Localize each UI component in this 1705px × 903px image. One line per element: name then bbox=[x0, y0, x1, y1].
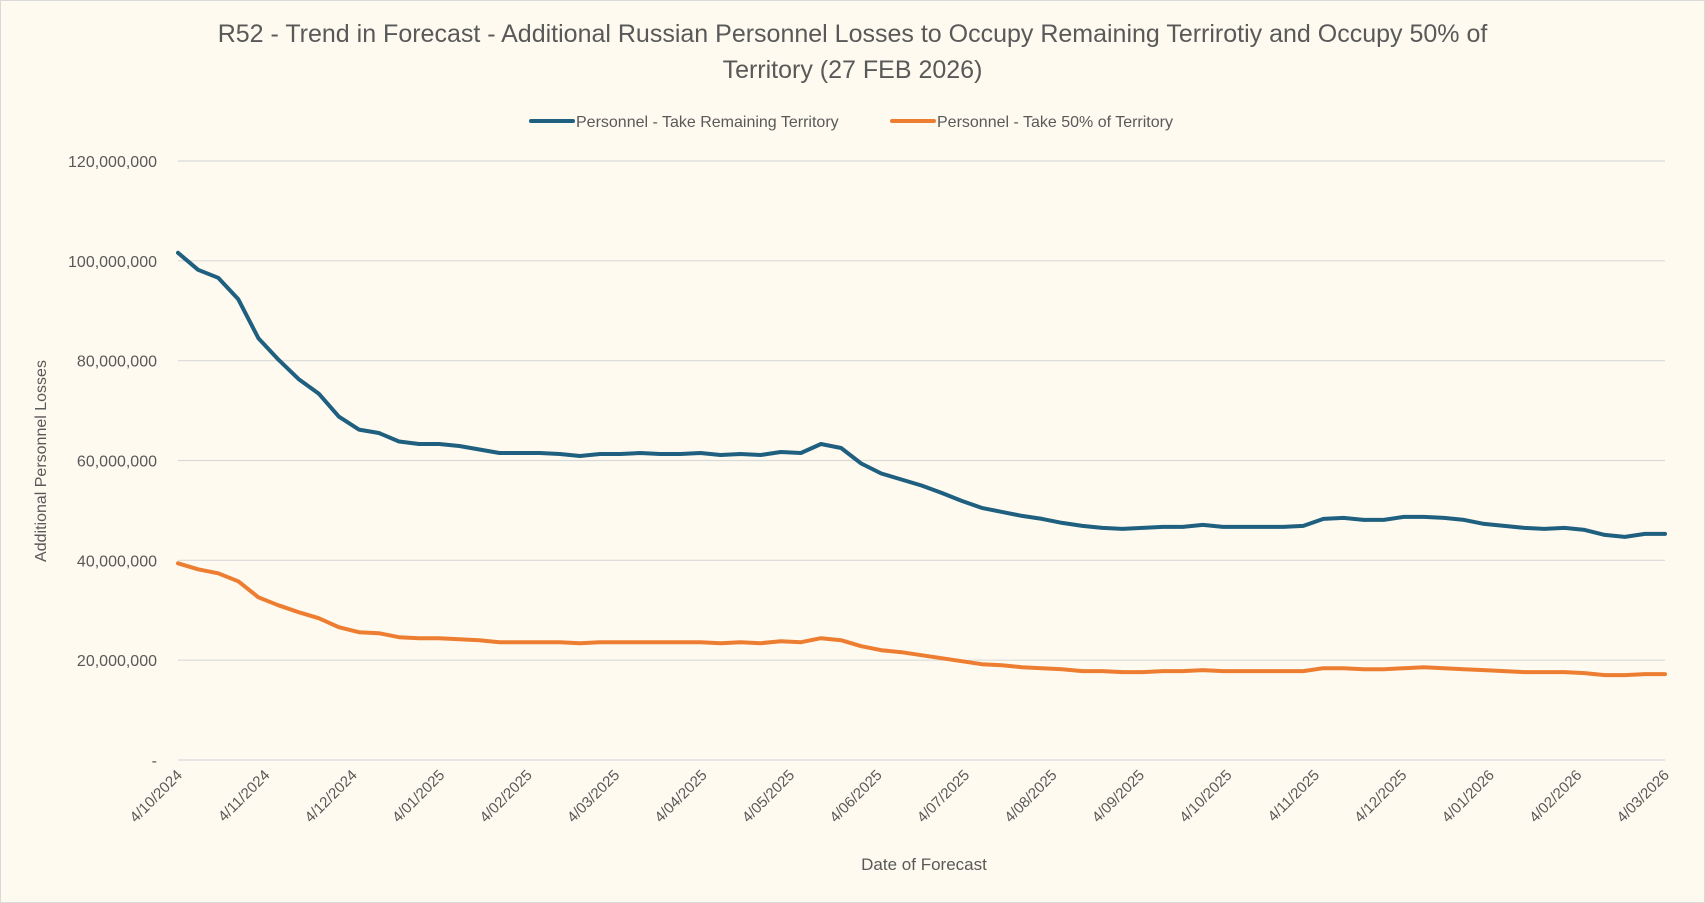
x-tick-label: 4/11/2024 bbox=[215, 767, 273, 825]
y-tick-label: - bbox=[152, 753, 157, 770]
legend-label: Personnel - Take 50% of Territory bbox=[937, 114, 1173, 131]
y-tick-label: 120,000,000 bbox=[68, 154, 157, 171]
y-tick-label: 80,000,000 bbox=[77, 354, 157, 371]
y-tick-label: 40,000,000 bbox=[77, 553, 157, 570]
x-tick-label: 4/10/2024 bbox=[127, 767, 186, 826]
x-tick-label: 4/10/2025 bbox=[1176, 767, 1235, 826]
x-axis-ticks: 4/10/2024 4/11/2024 4/12/2024 4/01/2025 4/02… bbox=[127, 767, 1673, 826]
y-tick-label: 100,000,000 bbox=[68, 254, 157, 271]
series-line-1 bbox=[176, 250, 1667, 539]
x-tick-label: 4/06/2025 bbox=[826, 767, 885, 826]
x-tick-label: 4/03/2025 bbox=[564, 767, 623, 826]
x-tick-label: 4/08/2025 bbox=[1001, 767, 1060, 826]
x-tick-label: 4/03/2026 bbox=[1614, 767, 1673, 826]
x-axis-title: Date of Forecast bbox=[861, 855, 987, 874]
x-tick-label: 4/11/2025 bbox=[1265, 767, 1323, 825]
series-line-2 bbox=[176, 561, 1667, 678]
y-tick-label: 20,000,000 bbox=[77, 653, 157, 670]
series-lines bbox=[176, 250, 1667, 678]
chart-title-line-2: Territory (27 FEB 2026) bbox=[722, 56, 983, 84]
x-tick-label: 4/04/2025 bbox=[651, 767, 710, 826]
x-tick-label: 4/01/2025 bbox=[389, 767, 448, 826]
y-axis-title: Additional Personnel Losses bbox=[33, 360, 50, 562]
chart-title: R52 - Trend in Forecast - Additional Rus… bbox=[0, 16, 1705, 88]
x-tick-label: 4/12/2024 bbox=[302, 767, 361, 826]
gridlines bbox=[178, 160, 1665, 761]
x-tick-label: 4/01/2026 bbox=[1439, 767, 1498, 826]
legend: Personnel - Take Remaining Territory Pers… bbox=[529, 114, 1173, 131]
legend-label: Personnel - Take Remaining Territory bbox=[576, 114, 839, 131]
x-tick-label: 4/07/2025 bbox=[914, 767, 973, 826]
chart-title-line-1: R52 - Trend in Forecast - Additional Rus… bbox=[217, 20, 1488, 48]
x-tick-label: 4/09/2025 bbox=[1089, 767, 1148, 826]
x-tick-label: 4/02/2026 bbox=[1526, 767, 1585, 826]
y-axis-ticks: - 20,000,000 40,000,000 60,000,000 80,000,00… bbox=[68, 154, 157, 770]
x-tick-label: 4/12/2025 bbox=[1351, 767, 1410, 826]
y-tick-label: 60,000,000 bbox=[77, 454, 157, 471]
x-tick-label: 4/02/2025 bbox=[477, 767, 536, 826]
x-tick-label: 4/05/2025 bbox=[739, 767, 798, 826]
